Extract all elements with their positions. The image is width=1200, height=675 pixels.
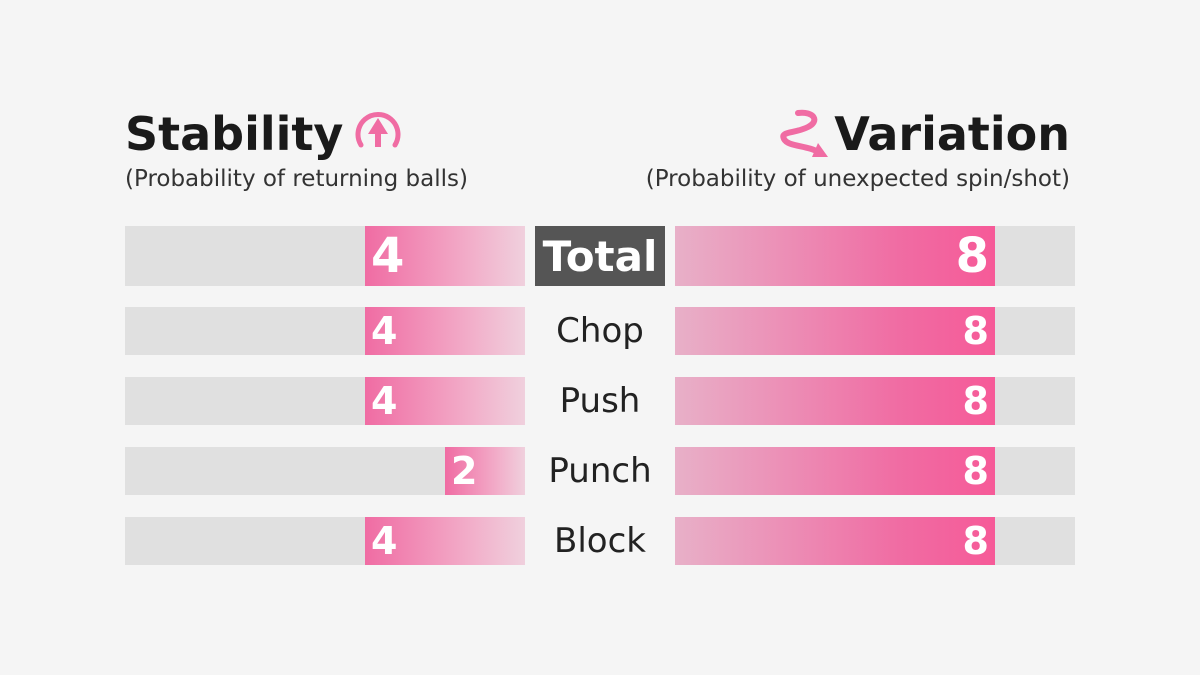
stability-bar-block: 4 [365, 517, 525, 565]
variation-track-total: 8 [675, 226, 1075, 286]
variation-track-block: 8 [675, 517, 1075, 565]
stability-value-punch: 2 [451, 449, 478, 493]
category-label-block: Block [554, 521, 646, 561]
stability-track-total: 4 [125, 226, 525, 286]
variation-value-block: 8 [962, 519, 989, 563]
swirl-arrow-icon [774, 109, 832, 159]
variation-value-total: 8 [955, 228, 989, 284]
stability-track-chop: 4 [125, 307, 525, 355]
stability-bar-total: 4 [365, 226, 525, 286]
category-label-push: Push [559, 381, 641, 421]
variation-bar-chop: 8 [675, 307, 995, 355]
stability-bar-chop: 4 [365, 307, 525, 355]
stability-bar-push: 4 [365, 377, 525, 425]
stability-value-push: 4 [371, 379, 398, 423]
stability-value-total: 4 [371, 228, 405, 284]
variation-value-chop: 8 [962, 309, 989, 353]
stability-subtitle: (Probability of returning balls) [125, 166, 468, 192]
category-label-total: Total [535, 226, 665, 286]
variation-subtitle: (Probability of unexpected spin/shot) [645, 166, 1070, 192]
variation-title: Variation [834, 107, 1070, 161]
stability-title-group: Stability [125, 109, 407, 159]
variation-track-punch: 8 [675, 447, 1075, 495]
stability-value-chop: 4 [371, 309, 398, 353]
variation-value-push: 8 [962, 379, 989, 423]
variation-track-push: 8 [675, 377, 1075, 425]
variation-title-group: Variation [774, 109, 1070, 159]
stability-track-push: 4 [125, 377, 525, 425]
variation-bar-block: 8 [675, 517, 995, 565]
up-arrow-circle-icon [349, 109, 407, 159]
variation-bar-punch: 8 [675, 447, 995, 495]
stability-title: Stability [125, 107, 344, 161]
stability-bar-punch: 2 [445, 447, 525, 495]
variation-value-punch: 8 [962, 449, 989, 493]
category-label-punch: Punch [548, 451, 652, 491]
variation-track-chop: 8 [675, 307, 1075, 355]
category-label-chop: Chop [556, 311, 644, 351]
variation-bar-total: 8 [675, 226, 995, 286]
stability-value-block: 4 [371, 519, 398, 563]
stability-track-punch: 2 [125, 447, 525, 495]
stability-track-block: 4 [125, 517, 525, 565]
variation-bar-push: 8 [675, 377, 995, 425]
